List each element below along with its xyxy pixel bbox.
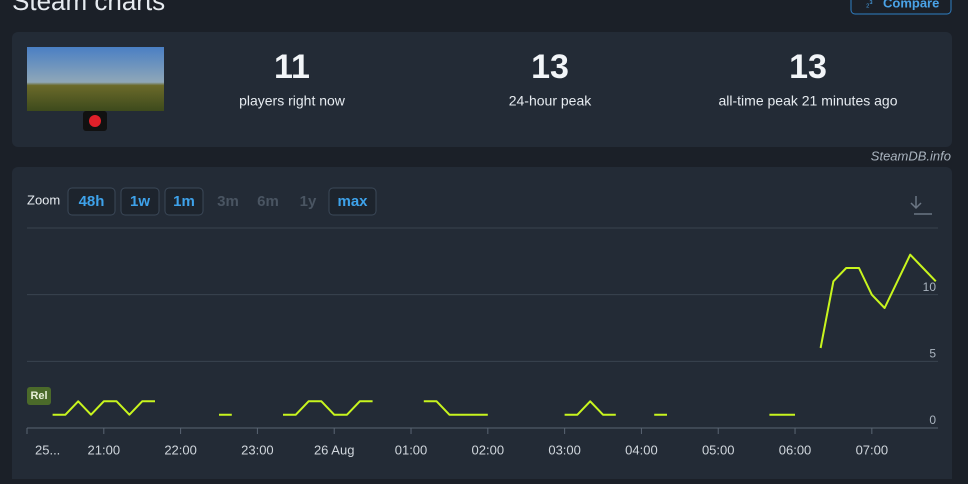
platform-icon <box>89 115 101 127</box>
x-tick-label: 26 Aug <box>314 442 355 457</box>
annotation-label: Rel <box>30 390 47 402</box>
compare-icon: ₂³ <box>866 0 873 8</box>
stat-value: 13 <box>531 48 569 86</box>
x-tick-label: 22:00 <box>164 442 197 457</box>
page-title: Steam charts <box>12 0 165 16</box>
zoom-label: Zoom <box>27 192 60 207</box>
zoom-button[interactable] <box>120 187 160 216</box>
stat-value: 13 <box>789 48 827 86</box>
game-image[interactable] <box>27 47 164 111</box>
y-tick-label: 0 <box>929 413 936 427</box>
stat-label: players right now <box>239 93 346 109</box>
x-tick-label: 02:00 <box>472 442 505 457</box>
download-icon[interactable] <box>910 196 932 215</box>
chart-panel <box>12 167 952 484</box>
y-tick-label: 5 <box>929 347 936 361</box>
x-tick-label: 04:00 <box>625 442 658 457</box>
zoom-button-label[interactable]: 1w <box>130 193 150 210</box>
x-tick-label: 06:00 <box>779 442 812 457</box>
zoom-button-label: 1y <box>300 193 317 210</box>
stat-label: 24-hour peak <box>509 93 593 109</box>
zoom-button-label[interactable]: 48h <box>79 193 105 210</box>
zoom-button[interactable] <box>67 187 116 216</box>
zoom-button-label[interactable]: max <box>337 193 368 210</box>
stat-label: all-time peak 21 minutes ago <box>719 93 898 109</box>
compare-label[interactable]: Compare <box>883 0 939 10</box>
source-label: SteamDB.info <box>871 148 951 163</box>
y-tick-label: 10 <box>923 280 937 294</box>
player-line <box>52 253 937 416</box>
x-tick-label: 25... <box>35 442 60 457</box>
zoom-button[interactable] <box>164 187 204 216</box>
zoom-button[interactable] <box>328 187 377 216</box>
x-tick-label: 21:00 <box>88 442 121 457</box>
x-tick-label: 07:00 <box>856 442 889 457</box>
stat-value: 11 <box>274 48 310 86</box>
stats-panel <box>12 32 952 147</box>
zoom-button-label: 6m <box>257 193 279 210</box>
zoom-button-label[interactable]: 1m <box>173 193 195 210</box>
x-tick-label: 01:00 <box>395 442 428 457</box>
x-tick-label: 23:00 <box>241 442 274 457</box>
zoom-button-label: 3m <box>217 193 239 210</box>
annotation-badge <box>27 387 51 405</box>
x-tick-label: 05:00 <box>702 442 735 457</box>
compare-button[interactable] <box>850 0 952 15</box>
x-tick-label: 03:00 <box>548 442 581 457</box>
